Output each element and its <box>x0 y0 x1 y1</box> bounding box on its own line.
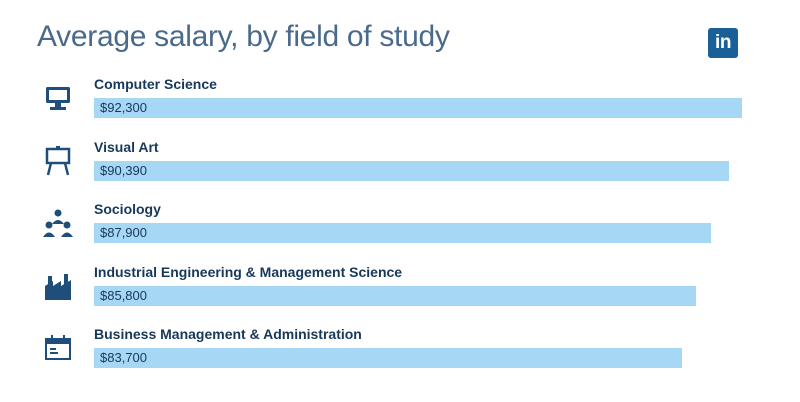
calendar-icon <box>45 335 71 360</box>
people-icon <box>43 209 73 237</box>
category-label: Sociology <box>94 201 161 217</box>
value-label: $92,300 <box>100 100 147 115</box>
bar <box>94 98 742 118</box>
category-label: Computer Science <box>94 76 217 92</box>
linkedin-logo-icon[interactable]: in <box>708 28 738 58</box>
value-label: $85,800 <box>100 287 147 303</box>
bar <box>94 285 697 306</box>
bar <box>94 348 682 368</box>
category-label: Business Management & Administration <box>94 326 362 342</box>
chart-title: Average salary, by field of study <box>37 20 450 53</box>
value-label: $90,390 <box>100 162 147 178</box>
category-label: Visual Art <box>94 138 159 155</box>
value-label: $83,700 <box>100 350 147 365</box>
bar <box>94 223 712 243</box>
easel-icon <box>45 145 71 175</box>
bar <box>94 160 729 181</box>
value-label: $87,900 <box>100 225 147 240</box>
factory-icon <box>45 273 71 300</box>
category-label: Industrial Engineering & Management Scie… <box>94 263 403 280</box>
computer-icon <box>46 87 70 110</box>
